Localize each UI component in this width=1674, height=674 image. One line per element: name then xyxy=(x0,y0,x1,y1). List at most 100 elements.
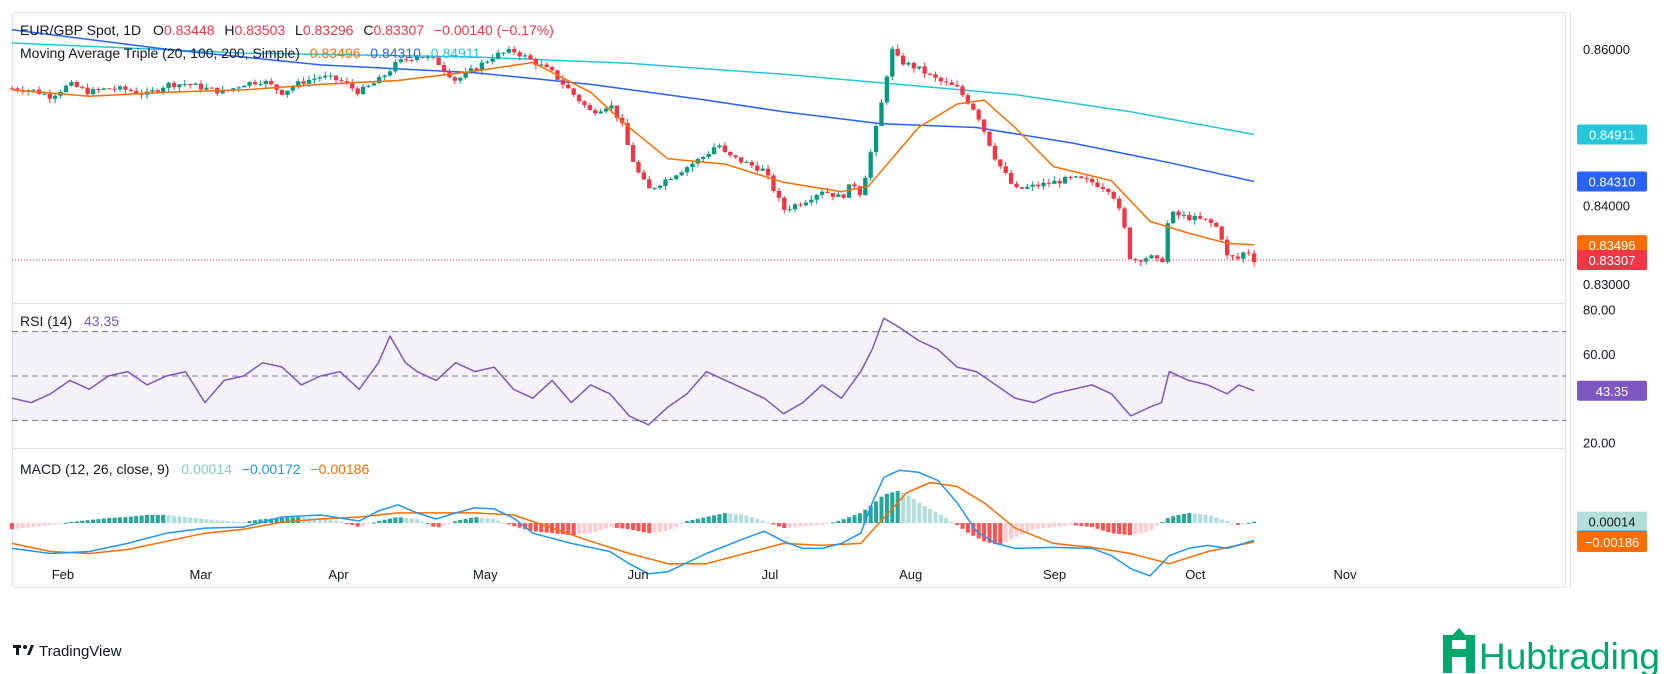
x-axis-tick-label: Nov xyxy=(1334,567,1358,582)
candle-body xyxy=(782,197,787,210)
candle-body xyxy=(1019,187,1025,189)
candle-body xyxy=(425,57,431,59)
macd-histogram-bar xyxy=(1171,516,1176,524)
candle-body xyxy=(485,61,490,63)
macd-histogram-bar xyxy=(679,523,684,525)
x-axis-tick-label: Sep xyxy=(1043,567,1066,582)
candle-body xyxy=(242,85,247,88)
macd-histogram-bar xyxy=(1149,523,1154,531)
macd-histogram-bar xyxy=(404,517,409,524)
candle-body xyxy=(128,89,133,91)
high-label: H xyxy=(224,22,234,38)
candle-body xyxy=(873,125,879,153)
candle-body xyxy=(431,57,436,59)
macd-histogram-bar xyxy=(242,521,247,524)
macd-histogram-bar xyxy=(641,523,646,533)
macd-histogram-bar xyxy=(285,517,290,524)
candle-body xyxy=(1208,219,1214,223)
rsi-legend-value: 43.35 xyxy=(84,313,119,329)
macd-histogram-bar xyxy=(1219,519,1224,524)
candle-body xyxy=(198,83,204,90)
svg-text:MACD (12, 26, close, 9): MACD (12, 26, close, 9) 0.00014 −0.00172… xyxy=(20,461,369,477)
macd-histogram-bar xyxy=(96,519,101,524)
macd-histogram-bar xyxy=(123,517,128,524)
candle-body xyxy=(922,66,927,74)
axis-labels-layer: Feb Mar Apr May Jun Jul Aug Sep Oct Nov 0.86000 0.8… xyxy=(52,42,1630,582)
candle-body xyxy=(495,52,501,59)
candle-body xyxy=(177,84,182,88)
macd-histogram-bar xyxy=(533,523,538,532)
macd-histogram-bar xyxy=(1057,523,1062,527)
macd-histogram-bar xyxy=(171,515,177,524)
candle-body xyxy=(366,85,371,87)
macd-histogram-bar xyxy=(798,523,803,527)
macd-histogram-bar xyxy=(1079,523,1084,526)
candle-body xyxy=(1230,255,1235,257)
candle-body xyxy=(744,161,749,163)
candle-body xyxy=(1111,191,1116,199)
x-axis-tick-label: Mar xyxy=(190,567,213,582)
macd-histogram-bar xyxy=(879,496,884,524)
macd-histogram-bar xyxy=(1095,523,1100,529)
candle-body xyxy=(468,68,474,72)
candle-body xyxy=(938,77,944,82)
macd-histogram-bar xyxy=(587,523,592,534)
macd-histogram-bar xyxy=(80,520,85,524)
macd-histogram-bar xyxy=(566,523,571,535)
price-tag-bg xyxy=(1577,171,1647,192)
macd-histogram-bar xyxy=(1019,523,1024,535)
candle-body xyxy=(263,80,268,84)
candle-body xyxy=(1030,184,1035,187)
candle-body xyxy=(9,88,15,90)
open-label: O xyxy=(153,22,164,38)
macd-histogram-bar xyxy=(1252,521,1257,524)
macd-histogram-bar xyxy=(841,519,846,524)
candle-body xyxy=(452,77,458,81)
candle-body xyxy=(733,155,738,158)
hubtrading-logo: Hubtrading xyxy=(1443,628,1660,674)
macd-histogram-bar xyxy=(15,523,20,529)
ma20-value: 0.83496 xyxy=(310,45,361,61)
candle-body xyxy=(506,49,512,53)
macd-histogram-bar xyxy=(366,523,371,525)
macd-histogram-bar xyxy=(258,519,263,524)
price-tag: 0.84911 xyxy=(1589,127,1635,142)
ma100-layer xyxy=(11,28,1255,183)
candle-body xyxy=(1062,176,1068,184)
macd-histogram-bar xyxy=(9,523,15,530)
macd-histogram-bar xyxy=(631,523,636,530)
candle-body xyxy=(884,76,890,103)
macd-histogram-bar xyxy=(512,523,517,527)
macd-histogram-bar xyxy=(1230,522,1235,524)
candle-body xyxy=(549,67,555,71)
macd-histogram-bar xyxy=(58,523,63,525)
macd-histogram-bar xyxy=(992,523,997,545)
candle-body xyxy=(879,102,884,126)
macd-histogram-bar xyxy=(852,515,857,524)
x-axis-tick-label: Apr xyxy=(328,567,349,582)
macd-histogram-bar xyxy=(1187,513,1192,524)
candle-body xyxy=(825,191,830,193)
candle-body xyxy=(776,191,782,198)
macd-histogram-bar xyxy=(36,523,42,527)
macd-histogram-bar xyxy=(74,521,79,524)
candle-body xyxy=(614,105,620,118)
macd-histogram-bar xyxy=(1165,518,1170,524)
candle-body xyxy=(954,84,960,87)
macd-histogram-bar xyxy=(1106,523,1111,533)
candle-body xyxy=(755,165,760,171)
macd-histogram-bar xyxy=(1100,523,1105,531)
candle-body xyxy=(1160,258,1165,263)
macd-histogram-bar xyxy=(225,521,231,524)
candle-body xyxy=(220,89,225,94)
ma20-layer xyxy=(11,61,1255,246)
macd-histogram-bar xyxy=(1068,523,1073,526)
macd-histogram-bar xyxy=(371,522,376,524)
macd-histogram-bar xyxy=(1138,523,1143,534)
candle-body xyxy=(414,57,420,61)
hubtrading-icon xyxy=(1443,628,1475,673)
candle-body xyxy=(846,184,852,198)
macd-histogram-bar xyxy=(771,523,776,525)
hubtrading-wordmark: Hubtrading xyxy=(1479,636,1660,674)
